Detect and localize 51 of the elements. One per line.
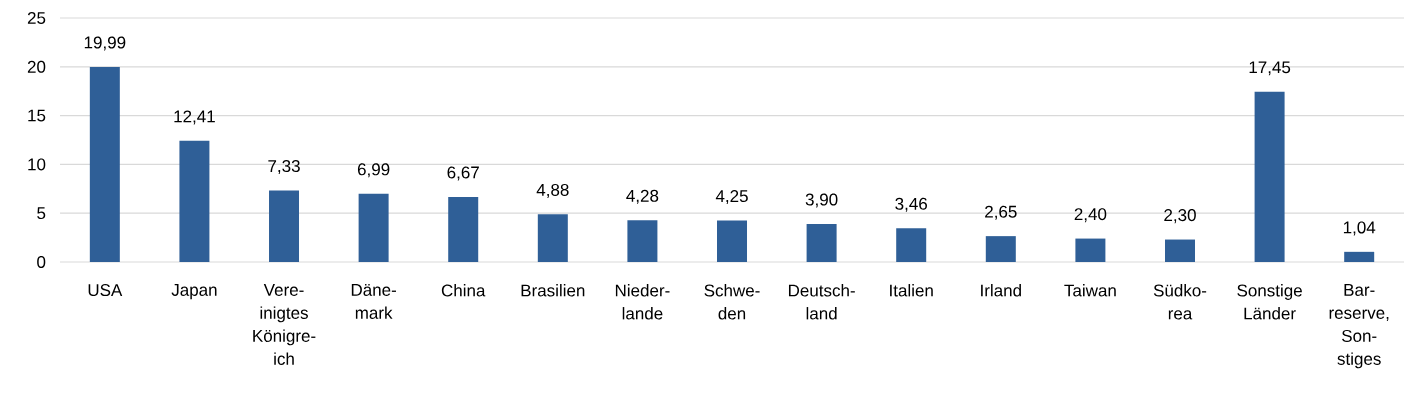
data-label: 17,45 xyxy=(1249,61,1291,76)
y-tick-label: 25 xyxy=(27,12,46,25)
data-label: 2,40 xyxy=(1074,208,1107,223)
x-tick-label: Japan xyxy=(171,284,217,300)
x-tick-label: USA xyxy=(88,284,123,297)
x-tick-label: Deutsch- land xyxy=(788,284,855,320)
bar xyxy=(985,236,1016,262)
data-label: 12,41 xyxy=(174,110,215,125)
x-tick-label: Bar- reserve, Son- stiges xyxy=(1329,284,1389,369)
bar xyxy=(89,66,120,262)
bar xyxy=(179,140,210,262)
bar xyxy=(806,223,837,262)
bar xyxy=(896,228,927,262)
bar xyxy=(269,190,300,262)
data-label: 19,99 xyxy=(84,36,126,51)
data-label: 2,65 xyxy=(985,205,1017,220)
bar xyxy=(1254,91,1285,262)
y-tick-label: 0 xyxy=(37,255,46,268)
data-label: 3,90 xyxy=(805,193,838,208)
data-label: 7,33 xyxy=(268,160,300,175)
x-tick-label: China xyxy=(441,284,486,297)
data-label: 2,30 xyxy=(1164,209,1196,224)
bar xyxy=(717,220,748,262)
x-tick-label: Sonstige Länder xyxy=(1237,284,1302,320)
x-tick-label: Schwe- den xyxy=(704,284,760,320)
x-tick-label: Vere- inigtes Königre- ich xyxy=(253,284,316,365)
x-tick-label: Nieder- lande xyxy=(615,284,670,320)
y-tick-label: 15 xyxy=(28,109,46,122)
data-label: 1,04 xyxy=(1343,221,1376,236)
bar xyxy=(627,220,658,262)
x-tick-label: Brasilien xyxy=(521,284,585,297)
data-label: 4,28 xyxy=(626,189,659,204)
bar xyxy=(1075,238,1106,262)
data-label: 4,25 xyxy=(715,190,748,205)
x-tick-label: Italien xyxy=(890,284,933,297)
x-tick-label: Südko- rea xyxy=(1153,284,1207,320)
bar xyxy=(358,193,389,262)
x-tick-label: Irland xyxy=(981,284,1021,297)
bar xyxy=(448,196,479,262)
x-tick-label: Taiwan xyxy=(1064,284,1116,297)
y-tick-label: 5 xyxy=(37,207,46,220)
y-tick-label: 20 xyxy=(27,60,46,73)
data-label: 3,46 xyxy=(895,197,928,212)
bar xyxy=(537,214,568,262)
data-label: 6,99 xyxy=(357,163,390,178)
x-tick-label: Däne- mark xyxy=(351,284,396,319)
data-label: 4,88 xyxy=(536,183,569,198)
y-tick-label: 10 xyxy=(28,158,46,171)
bar xyxy=(1344,251,1375,262)
bar xyxy=(1165,239,1195,262)
data-label: 6,67 xyxy=(447,166,479,181)
